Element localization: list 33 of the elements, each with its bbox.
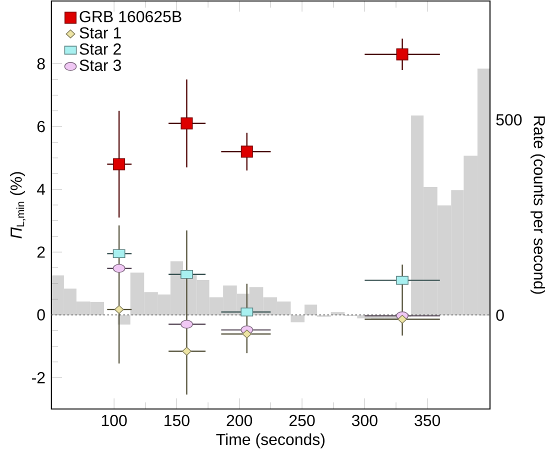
- point: [180, 320, 193, 329]
- point: [240, 146, 253, 158]
- y-tick-label: 2: [37, 246, 45, 258]
- point: [182, 346, 192, 356]
- x-tick-label: 300: [352, 414, 378, 426]
- x-tick-label: 350: [414, 414, 440, 426]
- point: [112, 249, 126, 258]
- point: [113, 158, 126, 170]
- legend-label: Star 3: [80, 60, 121, 71]
- point: [180, 117, 193, 130]
- x-axis-title: Time (seconds): [216, 433, 325, 448]
- point: [398, 314, 408, 324]
- y2-axis-title: Rate (counts per second): [530, 116, 545, 294]
- y-axis-title: Π$_{L,min}$ (%): [10, 172, 26, 238]
- y-tick-label: 0: [37, 309, 45, 320]
- y2-tick-label: 500: [496, 114, 522, 126]
- x-tick-label: 250: [289, 414, 315, 426]
- y-tick-label: -2: [32, 372, 45, 384]
- legend-label: GRB 160625B: [80, 10, 182, 22]
- y-tick-label: 8: [37, 58, 45, 70]
- point: [242, 330, 252, 338]
- point: [396, 48, 408, 60]
- x-tick-label: 200: [226, 414, 252, 426]
- point: [180, 270, 193, 279]
- legend-label: Star 2: [80, 43, 121, 55]
- x-tick-label: 100: [102, 414, 127, 426]
- point: [396, 276, 408, 285]
- y2-tick-label: 0: [496, 310, 504, 321]
- y-tick-label: 4: [37, 184, 46, 195]
- y-tick-label: 6: [37, 120, 45, 132]
- point: [114, 305, 124, 314]
- legend-label: Star 1: [80, 27, 121, 38]
- x-tick-label: 150: [164, 414, 190, 426]
